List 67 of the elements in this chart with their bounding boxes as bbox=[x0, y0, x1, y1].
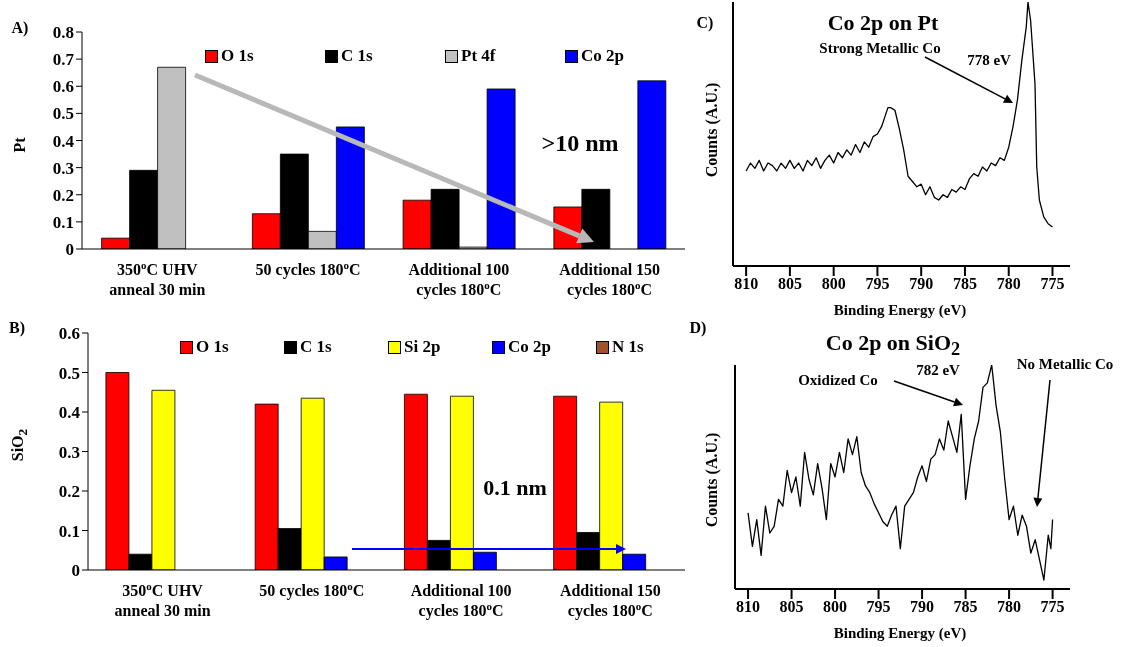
x-tick-label: 790 bbox=[910, 598, 935, 616]
legend-label: C 1s bbox=[300, 337, 332, 357]
y-tick-label: 0 bbox=[65, 240, 74, 260]
legend-label: O 1s bbox=[196, 337, 229, 357]
x-tick-label: Additional 100 cycles 180$^{o}$C bbox=[410, 582, 512, 620]
annotation: 778 eV bbox=[967, 51, 1011, 68]
x-tick-label: 810 bbox=[734, 275, 759, 293]
y-tick-label: 0.5 bbox=[58, 363, 80, 383]
legend-label: O 1s bbox=[221, 46, 254, 66]
y-tick-label: 0.3 bbox=[58, 442, 80, 462]
x-axis-title: Binding Energy (eV) bbox=[833, 624, 967, 641]
y-tick-label: 0.6 bbox=[52, 77, 74, 97]
x-tick-label: 350$^{o}$C UHV anneal 30 min bbox=[109, 259, 206, 298]
x-tick-label: 50 cycles 180$^{o}$C bbox=[259, 580, 365, 600]
y-tick-label: 0.7 bbox=[52, 50, 75, 70]
legend-label: N 1s bbox=[612, 337, 644, 357]
x-tick-label: Additional 100 cycles 180$^{o}$C bbox=[408, 261, 510, 299]
chart-title: Co 2p on Pt bbox=[827, 10, 939, 35]
annotation: No Metallic Co bbox=[1016, 355, 1114, 372]
x-tick-label: 785 bbox=[953, 598, 978, 616]
y-tick-label: 0.4 bbox=[52, 131, 75, 151]
y-tick-label: 0.8 bbox=[52, 23, 74, 43]
x-tick-label: 50 cycles 180$^{o}$C bbox=[255, 259, 361, 279]
x-tick-label: 780 bbox=[997, 598, 1022, 616]
chart-title: Co 2p on SiO$_{2}$ bbox=[825, 329, 961, 360]
text: D) bbox=[689, 319, 707, 336]
x-tick-label: Additional 150 cycles 180$^{o}$C bbox=[559, 582, 661, 620]
x-tick-label: 800 bbox=[821, 275, 846, 293]
x-tick-label: 790 bbox=[909, 275, 934, 293]
y-tick-label: 0 bbox=[71, 561, 80, 581]
x-tick-label: 350$^{o}$C UHV anneal 30 min bbox=[114, 580, 211, 619]
x-tick-label: 780 bbox=[996, 275, 1021, 293]
y-axis-title: Counts (A.U.) bbox=[703, 82, 720, 178]
y-tick-label: 0.1 bbox=[58, 521, 80, 541]
x-tick-label: 810 bbox=[736, 598, 761, 616]
x-tick-label: 805 bbox=[777, 275, 802, 293]
text: B) bbox=[9, 319, 25, 336]
y-tick-label: 0.6 bbox=[58, 324, 80, 344]
y-tick-label: 0.4 bbox=[58, 403, 81, 423]
annotation: 0.1 nm bbox=[483, 475, 547, 500]
x-tick-label: 800 bbox=[823, 598, 848, 616]
x-tick-label: 795 bbox=[866, 598, 891, 616]
x-tick-label: 795 bbox=[865, 275, 890, 293]
annotation: 782 eV bbox=[916, 361, 960, 378]
legend-label: Co 2p bbox=[581, 46, 624, 66]
x-tick-label: 785 bbox=[952, 275, 977, 293]
x-axis-title: Binding Energy (eV) bbox=[833, 301, 967, 318]
y-tick-label: 0.5 bbox=[52, 104, 74, 124]
x-tick-label: 775 bbox=[1040, 275, 1065, 293]
legend-label: Co 2p bbox=[508, 337, 551, 357]
y-tick-label: 0.3 bbox=[52, 158, 74, 178]
annotation: Strong Metallic Co bbox=[819, 39, 941, 56]
legend-label: C 1s bbox=[341, 46, 373, 66]
text: A) bbox=[11, 19, 29, 36]
y-axis-title: Pt bbox=[11, 137, 28, 153]
y-tick-label: 0.2 bbox=[52, 185, 74, 205]
y-tick-label: 0.1 bbox=[52, 212, 74, 232]
text: C) bbox=[696, 14, 714, 31]
legend-label: Pt 4f bbox=[461, 46, 496, 66]
x-tick-label: Additional 150 cycles 180$^{o}$C bbox=[559, 261, 661, 299]
annotation: Oxidized Co bbox=[798, 371, 878, 388]
x-tick-label: 775 bbox=[1040, 598, 1065, 616]
y-axis-title: Counts (A.U.) bbox=[703, 432, 720, 528]
x-tick-label: 805 bbox=[779, 598, 804, 616]
y-tick-label: 0.2 bbox=[58, 482, 80, 502]
legend-label: Si 2p bbox=[404, 337, 441, 357]
annotation: >10 nm bbox=[541, 130, 619, 156]
